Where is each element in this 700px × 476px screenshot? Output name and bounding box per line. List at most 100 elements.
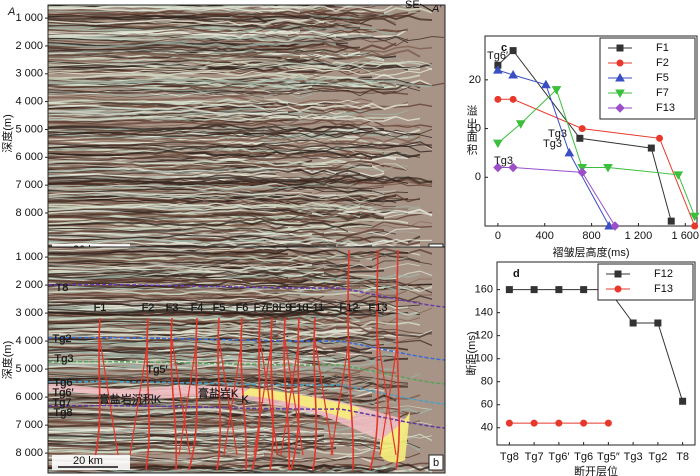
seismic-reflector (48, 447, 277, 455)
seismic-reflector (48, 273, 421, 282)
horizon-label: Tg3 (55, 353, 74, 365)
marker (667, 217, 675, 225)
seismic-reflector (48, 199, 301, 206)
seismic-reflector (48, 60, 433, 70)
seismic-reflector (48, 55, 325, 63)
horizon-line (48, 283, 445, 308)
seismic-reflector (48, 17, 325, 27)
fault-line (377, 339, 397, 456)
seismic-reflector (48, 207, 337, 214)
fault-line (216, 317, 222, 471)
seismic-reflector (48, 225, 349, 234)
y-tick-label: 3 000 (15, 68, 43, 80)
section-label: A′ (431, 3, 442, 15)
seismic-reflector (48, 138, 277, 145)
annotation: K (241, 394, 249, 406)
seismic-reflector (48, 102, 409, 113)
seismic-reflector (48, 404, 421, 414)
marker (541, 79, 551, 89)
salt-layer-yellow (380, 412, 410, 463)
seismic-reflector (48, 7, 301, 13)
fault-label: F1 (94, 302, 107, 314)
seismic-image (48, 5, 445, 262)
seismic-reflector (48, 258, 433, 269)
seismic-reflector (48, 34, 337, 43)
legend-label: F12 (654, 268, 673, 280)
y-tick-label: 20 (469, 74, 481, 86)
fault-line (171, 339, 191, 456)
fault-line (129, 339, 149, 456)
seismic-reflector (48, 132, 265, 138)
seismic-reflector (48, 99, 277, 106)
seismic-reflector (48, 136, 421, 145)
seismic-reflector (48, 30, 373, 39)
seismic-reflector (48, 64, 421, 74)
seismic-reflector (48, 29, 349, 38)
y-tick-label: 1 000 (15, 251, 43, 263)
y-tick-label: 8 000 (15, 207, 43, 219)
seismic-reflector (48, 95, 277, 104)
fault-label: F12 (340, 302, 359, 314)
seismic-reflector (48, 416, 325, 423)
fault-label: F8 (266, 302, 279, 314)
marker (505, 419, 513, 427)
fault-label: F11 (306, 302, 324, 314)
seismic-reflector (48, 261, 301, 267)
seismic-reflector (48, 419, 409, 429)
seismic-reflector (48, 295, 433, 304)
horizon-line (48, 336, 445, 361)
seismic-reflector (48, 182, 349, 190)
seismic-reflector (48, 444, 265, 452)
fault-line (259, 339, 279, 456)
fault-label: F9 (279, 302, 292, 314)
seismic-reflector (48, 247, 265, 253)
y-axis-label: 深度(m) (0, 114, 14, 153)
y-tick-label: 7 000 (15, 179, 43, 191)
x-tick-label: 1 200 (625, 230, 653, 242)
horizon-label: Tg2 (53, 333, 72, 345)
salt-layer-yellow (240, 388, 360, 420)
y-tick-label: 5 000 (15, 363, 43, 375)
marker (616, 59, 624, 67)
y-axis-label: 溢出面积 (465, 104, 478, 157)
seismic-reflector (48, 297, 289, 305)
seismic-reflector (48, 228, 385, 237)
marker (647, 144, 655, 152)
marker (493, 162, 503, 173)
seismic-reflector (48, 394, 397, 404)
seismic-reflector (48, 10, 421, 19)
y-tick-label: 8 000 (15, 447, 43, 459)
section-arrow (419, 3, 433, 12)
seismic-reflector (48, 25, 409, 34)
seismic-reflector (48, 194, 385, 203)
seismic-reflector (48, 338, 385, 347)
seismic-reflector (48, 113, 397, 121)
y-tick-label: 0 (475, 171, 481, 183)
marker (509, 47, 517, 55)
y-tick-label: 4 000 (15, 96, 43, 108)
marker (615, 89, 625, 99)
fault-line (312, 317, 318, 471)
y-tick-label: 140 (475, 307, 493, 319)
seismic-reflector (48, 89, 301, 97)
marker (689, 212, 700, 222)
fault-label: F2 (142, 302, 155, 314)
y-tick-label: 1 000 (15, 12, 43, 24)
fault-label: F5 (213, 302, 226, 314)
fault-line (395, 249, 400, 471)
annotation: Tg3 (548, 128, 567, 140)
seismic-reflector (48, 298, 421, 306)
x-tick-label: Tg6 (574, 451, 593, 463)
x-tick-label: 0 (495, 230, 501, 242)
fault-line (170, 317, 178, 471)
seismic-reflector (48, 233, 289, 240)
horizon-label: Tg8 (54, 407, 73, 419)
seismic-reflector (48, 92, 265, 98)
fault-line (290, 317, 300, 471)
panel-label: b (433, 457, 439, 469)
seismic-reflector (48, 23, 361, 31)
marker (614, 270, 622, 278)
x-tick-label: Tg3 (624, 451, 643, 463)
y-tick-label: 80 (481, 376, 493, 388)
seismic-reflector (48, 182, 361, 191)
